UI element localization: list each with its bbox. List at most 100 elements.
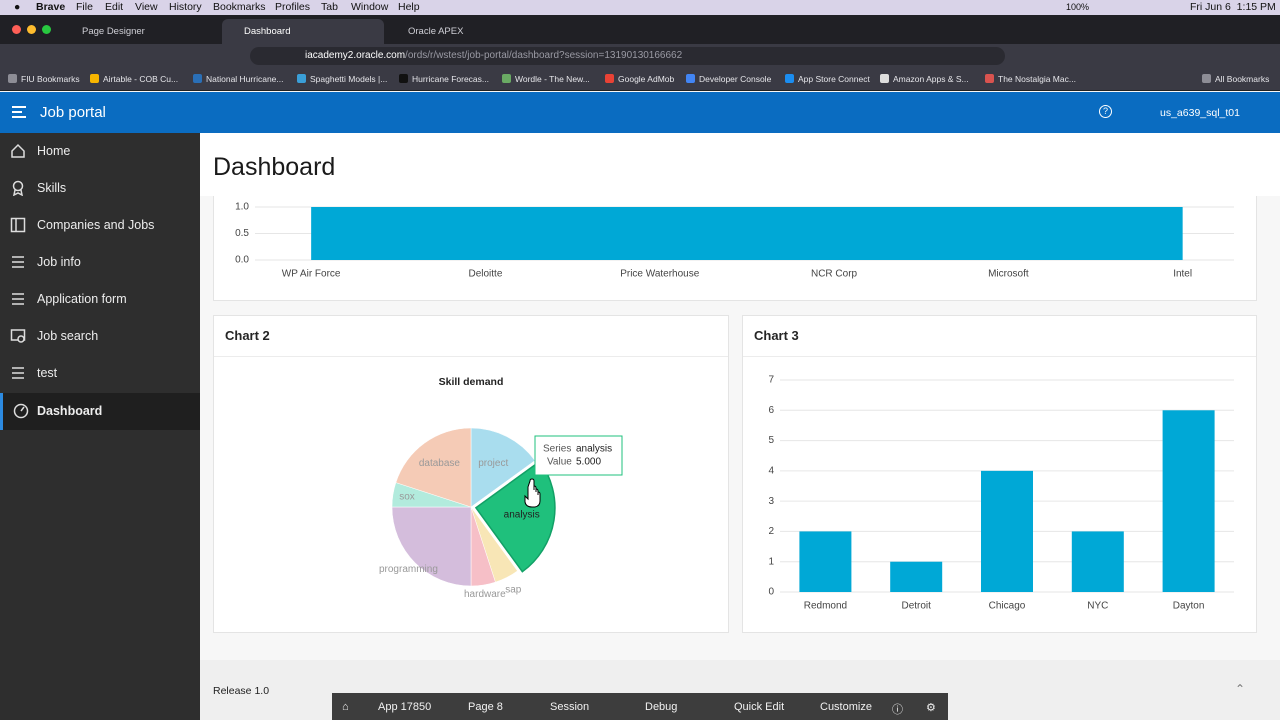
bookmark[interactable]: Hurricane Forecas... xyxy=(399,74,489,84)
bookmark[interactable]: The Nostalgia Mac... xyxy=(985,74,1076,84)
region-divider xyxy=(214,356,728,357)
bookmark-label: Google AdMob xyxy=(618,74,675,84)
side-nav: Home Skills Companies and Jobs Job info … xyxy=(0,133,200,720)
tab[interactable]: Dashboard xyxy=(222,19,384,44)
toolbar-button[interactable]: Page 8 xyxy=(468,701,503,713)
slice-label: analysis xyxy=(504,510,540,521)
bookmark[interactable]: Developer Console xyxy=(686,74,771,84)
user-menu[interactable]: us_a639_sql_t01 xyxy=(1160,107,1240,119)
minimize-window[interactable] xyxy=(27,25,36,34)
toolbar-button[interactable]: Quick Edit xyxy=(734,701,785,713)
menu-item[interactable]: File xyxy=(76,1,93,13)
y-tick-label: 0 xyxy=(768,587,774,598)
x-tick-label: Redmond xyxy=(804,601,847,612)
info-button[interactable]: ⓘ xyxy=(892,704,903,716)
bookmark-label: Wordle - The New... xyxy=(515,74,590,84)
tab[interactable]: Page Designer xyxy=(82,26,145,37)
nav-icon xyxy=(13,403,29,419)
scroll-top[interactable]: ⌃ xyxy=(1235,682,1246,696)
nav-item[interactable]: Companies and Jobs xyxy=(0,207,200,244)
pie-slice xyxy=(391,506,472,587)
y-tick-label: 1 xyxy=(768,556,774,567)
nav-label: Companies and Jobs xyxy=(37,218,155,232)
menu-item[interactable]: Bookmarks xyxy=(213,1,266,13)
chart-title: Skill demand xyxy=(439,376,504,388)
toolbar-button[interactable]: Debug xyxy=(645,701,678,713)
clock[interactable]: Fri Jun 6 1:15 PM xyxy=(1190,1,1276,13)
tooltip-value: 5.000 xyxy=(576,457,601,468)
bookmark-label: Airtable - COB Cu... xyxy=(103,74,179,84)
nav-icon xyxy=(12,367,24,379)
nav-icon xyxy=(12,293,24,305)
developer-toolbar: ⌂ App 17850 Page 8 Session Debug Quick E… xyxy=(332,693,948,720)
toolbar-button[interactable]: App 17850 xyxy=(378,701,432,713)
nav-item[interactable]: Home xyxy=(0,133,200,170)
y-tick-label: 0.5 xyxy=(235,228,249,239)
x-tick-label: Intel xyxy=(1173,269,1192,280)
bookmark-label: National Hurricane... xyxy=(206,74,284,84)
release-label: Release 1.0 xyxy=(213,685,270,697)
tab-bar: Page Designer Dashboard Oracle APEX xyxy=(0,15,1280,44)
menu-item[interactable]: Edit xyxy=(105,1,124,13)
bookmark[interactable]: Spaghetti Models |... xyxy=(297,74,387,84)
nav-item[interactable]: Application form xyxy=(0,281,200,318)
apple-menu[interactable]: ● xyxy=(14,1,21,13)
y-tick-label: 1.0 xyxy=(235,202,249,213)
address-bar: iacademy2.oracle.com/ords/r/wstest/job-p… xyxy=(0,44,1280,68)
bookmark[interactable]: National Hurricane... xyxy=(193,74,283,84)
menu-item[interactable]: Tab xyxy=(321,1,338,13)
help-menu[interactable]: ? xyxy=(1099,105,1112,118)
nav-icon xyxy=(10,329,26,343)
bar xyxy=(890,561,943,592)
bookmark[interactable]: Airtable - COB Cu... xyxy=(90,74,178,84)
bookmark[interactable]: Amazon Apps & S... xyxy=(880,74,969,84)
x-tick-label: WP Air Force xyxy=(282,269,341,280)
area xyxy=(311,207,1183,260)
settings-button[interactable]: ⚙ xyxy=(926,702,936,714)
bookmark[interactable]: Wordle - The New... xyxy=(502,74,590,84)
battery[interactable]: 100% xyxy=(1066,2,1090,12)
slice-label: database xyxy=(419,458,461,469)
menu-item[interactable]: Help xyxy=(398,1,420,13)
bar xyxy=(981,470,1033,592)
tooltip-label: Series xyxy=(543,444,571,455)
bookmark-label: The Nostalgia Mac... xyxy=(998,74,1076,84)
nav-item[interactable]: Job search xyxy=(0,318,200,355)
bookmark-label: Amazon Apps & S... xyxy=(893,74,969,84)
nav-item[interactable]: Job info xyxy=(0,244,200,281)
nav-item[interactable]: test xyxy=(0,355,200,392)
bookmark-label: All Bookmarks xyxy=(1215,74,1270,84)
menu-item[interactable]: Profiles xyxy=(275,1,311,13)
bookmark[interactable]: Google AdMob xyxy=(605,74,674,84)
nav-item[interactable]: Skills xyxy=(0,170,200,207)
nav-icon xyxy=(10,217,26,233)
bookmark[interactable]: App Store Connect xyxy=(785,74,870,84)
bookmark[interactable]: FIU Bookmarks xyxy=(8,74,80,84)
page-title: Dashboard xyxy=(213,153,336,181)
nav-label: Dashboard xyxy=(37,404,103,418)
home-button[interactable]: ⌂ xyxy=(342,701,349,713)
x-tick-label: Microsoft xyxy=(988,269,1029,280)
menu-item[interactable]: Window xyxy=(351,1,389,13)
all-bookmarks[interactable]: All Bookmarks xyxy=(1202,74,1269,84)
menu-item[interactable]: View xyxy=(135,1,158,13)
toolbar-button[interactable]: Customize xyxy=(820,701,872,713)
tooltip-series: analysis xyxy=(576,444,612,455)
close-window[interactable] xyxy=(12,25,21,34)
url-field[interactable]: iacademy2.oracle.com/ords/r/wstest/job-p… xyxy=(250,47,1005,65)
tab[interactable]: Oracle APEX xyxy=(408,26,464,37)
app-title[interactable]: Job portal xyxy=(40,104,106,121)
nav-item[interactable]: Dashboard xyxy=(0,393,200,430)
menu-item[interactable]: History xyxy=(169,1,202,13)
toolbar-button[interactable]: Session xyxy=(550,701,590,713)
nav-label: Home xyxy=(37,144,71,158)
menu-toggle[interactable] xyxy=(12,106,26,118)
slice-label: sap xyxy=(505,585,522,596)
app-menu[interactable]: Brave xyxy=(36,1,66,13)
y-tick-label: 7 xyxy=(768,375,774,386)
chart-3: 0 1 2 3 4 5 6 7 Redmond Detroit Chicago NYC Dayton xyxy=(768,375,1234,612)
nav-icon xyxy=(12,256,24,268)
maximize-window[interactable] xyxy=(42,25,51,34)
